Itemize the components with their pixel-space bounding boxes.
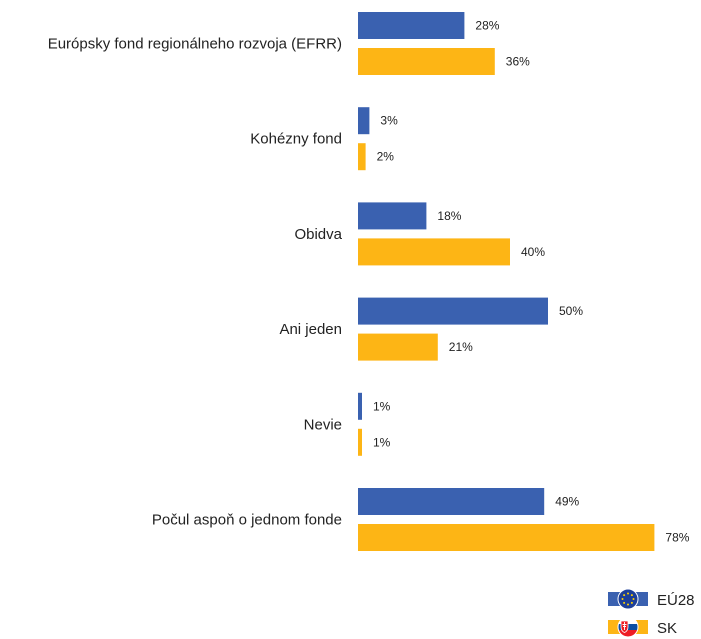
bar-eu28: [358, 202, 427, 230]
value-labels: 28% 36% 3% 2% 18% 40% 50% 21% 1% 1% 49% 78%: [373, 19, 690, 545]
eu-flag-icon: [617, 588, 639, 610]
category-labels: Európsky fond regionálneho rozvoja (EFRR…: [48, 36, 343, 529]
bar-sk: [358, 48, 495, 75]
value-label-sk: 36%: [506, 55, 530, 69]
slovakia-flag-icon: [617, 616, 639, 638]
value-label-eu28: 49%: [555, 495, 579, 509]
value-label-eu28: 1%: [373, 399, 391, 413]
category-label: Európsky fond regionálneho rozvoja (EFRR…: [48, 36, 342, 53]
bar-sk: [358, 238, 510, 266]
category-label: Nevie: [304, 416, 342, 433]
legend-item-eu28: EÚ28: [608, 588, 695, 610]
category-label: Obidva: [294, 226, 342, 243]
value-label-sk: 78%: [665, 531, 689, 545]
value-label-eu28: 50%: [559, 304, 583, 318]
bar-sk: [358, 333, 438, 361]
legend: EÚ28 SK: [608, 588, 695, 638]
bar-eu28: [358, 392, 362, 420]
bar-eu28: [358, 297, 548, 325]
category-label: Kohézny fond: [250, 131, 342, 148]
bar-eu28: [358, 488, 545, 515]
bar-sk: [358, 143, 366, 171]
bar-sk: [358, 428, 362, 456]
bar-sk: [358, 524, 655, 551]
bar-eu28: [358, 107, 370, 135]
category-label: Ani jeden: [279, 321, 342, 338]
bars-layer: [358, 12, 655, 551]
value-label-sk: 2%: [377, 150, 395, 164]
value-label-eu28: 28%: [475, 19, 499, 33]
legend-label-eu28: EÚ28: [657, 592, 695, 609]
value-label-sk: 21%: [449, 340, 473, 354]
value-label-sk: 40%: [521, 245, 545, 259]
legend-label-sk: SK: [657, 620, 677, 637]
bar-eu28: [358, 12, 465, 39]
value-label-eu28: 3%: [380, 114, 398, 128]
value-label-eu28: 18%: [437, 209, 461, 223]
value-label-sk: 1%: [373, 435, 391, 449]
legend-item-sk: SK: [608, 616, 677, 638]
category-label: Počul aspoň o jednom fonde: [152, 512, 342, 529]
